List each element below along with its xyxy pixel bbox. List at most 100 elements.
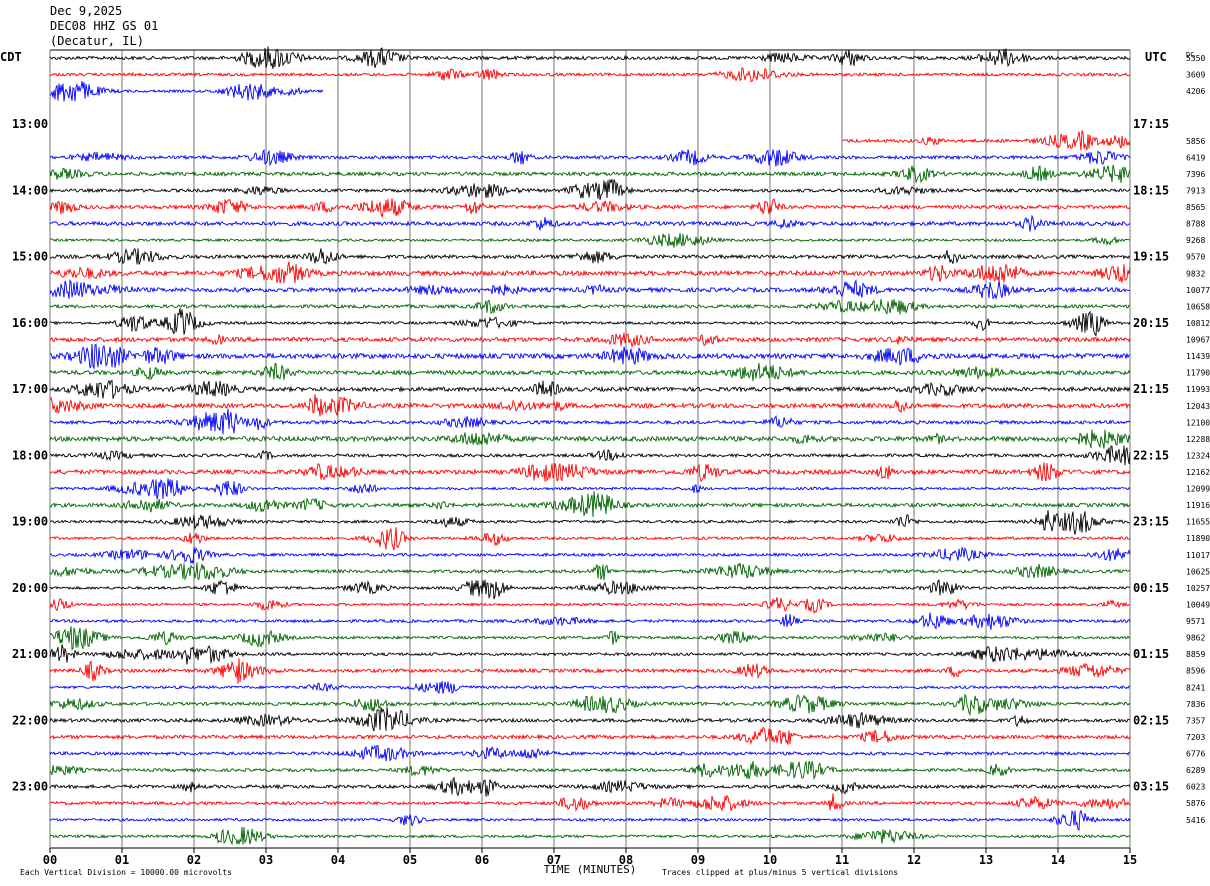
x-tick-label: 03 [259, 853, 273, 867]
seismic-trace [49, 308, 1131, 338]
seismic-trace [49, 658, 1131, 684]
location-label: (Decatur, IL) [50, 34, 144, 48]
date-label: Dec 9,2025 [50, 4, 123, 18]
x-axis-label: TIME (MINUTES) [544, 863, 637, 876]
left-hour-label: 20:00 [12, 581, 48, 595]
dc-offset-label: 10077 [1186, 286, 1210, 295]
seismic-trace [49, 744, 1131, 762]
right-hour-label: 19:15 [1133, 250, 1169, 264]
seismic-trace [49, 707, 1131, 732]
dc-offset-label: 10967 [1186, 336, 1210, 345]
dc-offset-label: 5350 [1186, 54, 1205, 63]
scale-note: Each Vertical Division = 10000.00 microv… [20, 868, 232, 877]
seismic-trace [49, 164, 1131, 184]
clip-note: Traces clipped at plus/minus 5 vertical … [662, 868, 898, 877]
x-tick-label: 07 [547, 853, 561, 867]
right-hour-label: 21:15 [1133, 382, 1169, 396]
seismic-trace [49, 579, 1131, 600]
station-label: DEC08 HHZ GS 01 [50, 19, 159, 33]
dc-offset-label: 11439 [1186, 352, 1210, 361]
left-hour-label: 16:00 [12, 316, 48, 330]
right-hour-label: 22:15 [1133, 448, 1169, 462]
left-hour-label: 13:00 [12, 117, 48, 131]
right-hour-label: 18:15 [1133, 183, 1169, 197]
dc-offset-label: 11790 [1186, 369, 1210, 378]
dc-offset-label: 12324 [1186, 451, 1210, 460]
x-tick-label: 14 [1051, 853, 1065, 867]
right-timezone-label: UTC [1145, 50, 1167, 64]
dc-offset-label: 8241 [1186, 683, 1205, 692]
left-hour-label: 19:00 [12, 515, 48, 529]
seismic-trace [49, 693, 1131, 716]
dc-offset-label: 11916 [1186, 501, 1210, 510]
dc-offset-label: 11890 [1186, 534, 1210, 543]
dc-offset-label: 9570 [1186, 253, 1205, 262]
right-hour-label: 02:15 [1133, 713, 1169, 727]
seismic-trace [49, 546, 1131, 565]
seismic-trace [49, 527, 1131, 551]
seismic-trace [49, 445, 1131, 466]
dc-offset-label: 6419 [1186, 153, 1205, 162]
dc-offset-label: 5876 [1186, 799, 1205, 808]
seismic-trace [50, 510, 1131, 535]
dc-offset-label: 7836 [1186, 700, 1205, 709]
dc-offset-label: 8859 [1186, 650, 1205, 659]
x-tick-label: 04 [331, 853, 345, 867]
dc-offset-label: 5416 [1186, 816, 1205, 825]
dc-offset-label: 7203 [1186, 733, 1205, 742]
dc-offset-label: 8596 [1186, 667, 1205, 676]
dc-offset-label: 12288 [1186, 435, 1210, 444]
seismic-trace [50, 247, 1131, 265]
seismic-trace [49, 148, 1131, 167]
x-tick-label: 13 [979, 853, 993, 867]
dc-offset-label: 6776 [1186, 750, 1205, 759]
dc-offset-label: 10812 [1186, 319, 1210, 328]
dc-offset-label: 12162 [1186, 468, 1210, 477]
seismic-trace [49, 612, 1131, 630]
left-hour-label: 18:00 [12, 448, 48, 462]
seismic-trace [49, 343, 1131, 371]
dc-offset-label: 12043 [1186, 402, 1210, 411]
dc-offset-label: 11655 [1186, 518, 1210, 527]
left-hour-label: 23:00 [12, 780, 48, 794]
seismic-trace [49, 198, 1131, 218]
x-tick-label: 05 [403, 853, 417, 867]
left-timezone-label: CDT [0, 50, 22, 64]
seismic-trace [50, 793, 1131, 812]
seismic-trace [49, 332, 1131, 349]
right-hour-label: 00:15 [1133, 581, 1169, 595]
dc-offset-label: 6023 [1186, 783, 1205, 792]
seismic-trace [49, 826, 1131, 846]
seismic-trace [49, 491, 1131, 518]
dc-offset-label: 4206 [1186, 87, 1205, 96]
left-hour-label: 17:00 [12, 382, 48, 396]
seismic-trace [49, 478, 1131, 500]
seismic-trace [49, 178, 1131, 201]
seismic-trace [49, 66, 1131, 83]
dc-offset-label: 10658 [1186, 302, 1210, 311]
right-hour-label: 17:15 [1133, 117, 1169, 131]
dc-offset-label: 8565 [1186, 203, 1205, 212]
dc-offset-label: 11017 [1186, 551, 1210, 560]
x-tick-label: 08 [619, 853, 633, 867]
seismic-trace [49, 278, 1131, 301]
seismic-trace [49, 680, 1131, 694]
seismic-trace [49, 776, 1131, 797]
right-hour-label: 03:15 [1133, 780, 1169, 794]
left-hour-label: 14:00 [12, 183, 48, 197]
seismic-trace [49, 261, 1131, 284]
seismic-trace [49, 760, 1131, 780]
dc-offset-label: 10625 [1186, 567, 1210, 576]
dc-offset-label: 7357 [1186, 716, 1205, 725]
dc-offset-label: 9862 [1186, 634, 1205, 643]
dc-offset-label: 12100 [1186, 418, 1210, 427]
x-tick-label: 06 [475, 853, 489, 867]
seismic-trace [49, 408, 1131, 435]
left-hour-label: 15:00 [12, 250, 48, 264]
x-tick-label: 00 [43, 853, 57, 867]
seismic-trace [49, 379, 1131, 399]
seismic-trace [49, 809, 1131, 831]
dc-offset-label: 11993 [1186, 385, 1210, 394]
x-tick-label: 10 [763, 853, 777, 867]
